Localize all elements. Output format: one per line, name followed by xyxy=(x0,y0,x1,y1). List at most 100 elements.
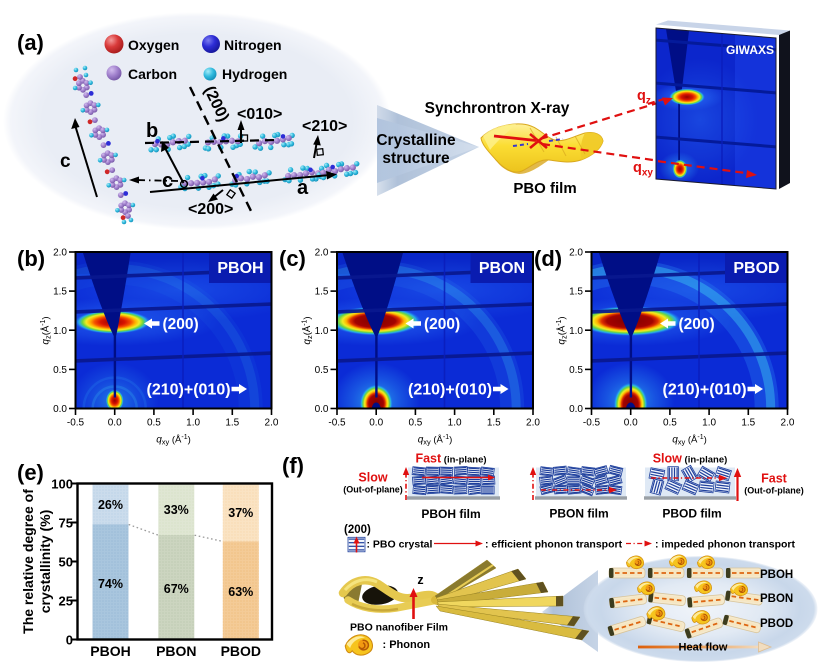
svg-text:PBO nanofiber Film: PBO nanofiber Film xyxy=(350,622,448,634)
svg-text:: efficient phonon transport: : efficient phonon transport xyxy=(485,539,623,551)
svg-text:(210)+(010): (210)+(010) xyxy=(663,382,747,399)
svg-text:-0.5: -0.5 xyxy=(67,418,85,429)
svg-text:(Out-of-plane): (Out-of-plane) xyxy=(744,486,803,496)
svg-text:25: 25 xyxy=(59,594,73,609)
svg-text:100: 100 xyxy=(51,477,73,492)
svg-text:(d): (d) xyxy=(534,246,562,271)
svg-text:1.5: 1.5 xyxy=(569,287,583,298)
svg-text:(200): (200) xyxy=(163,316,199,333)
svg-text:75: 75 xyxy=(59,516,73,531)
svg-text:qxy (Å-1): qxy (Å-1) xyxy=(672,434,707,447)
svg-text:2.0: 2.0 xyxy=(526,418,540,429)
svg-text:<010>: <010> xyxy=(237,106,282,123)
svg-text:PBOD: PBOD xyxy=(733,260,779,277)
svg-text:2.0: 2.0 xyxy=(53,248,67,259)
svg-text:1.5: 1.5 xyxy=(225,418,239,429)
svg-text:PBO film: PBO film xyxy=(513,180,576,197)
svg-text:qxy: qxy xyxy=(633,160,653,179)
svg-text:0.5: 0.5 xyxy=(663,418,677,429)
svg-text:2.0: 2.0 xyxy=(315,248,329,259)
svg-text:0.0: 0.0 xyxy=(315,404,329,415)
svg-text:(e): (e) xyxy=(17,460,44,485)
svg-text:(200): (200) xyxy=(679,316,715,333)
svg-text:PBON: PBON xyxy=(156,643,196,659)
svg-text:PBOH: PBOH xyxy=(217,260,263,277)
svg-text:0.0: 0.0 xyxy=(369,418,383,429)
svg-text:74%: 74% xyxy=(98,577,123,591)
svg-text:z: z xyxy=(417,573,423,587)
svg-text:(b): (b) xyxy=(17,246,45,271)
svg-text:(210)+(010): (210)+(010) xyxy=(408,382,492,399)
svg-text:(210)+(010): (210)+(010) xyxy=(147,382,231,399)
svg-text:26%: 26% xyxy=(98,498,123,512)
svg-text:Slow (in-plane): Slow (in-plane) xyxy=(653,452,728,466)
svg-text:63%: 63% xyxy=(228,585,253,599)
svg-text:PBON film: PBON film xyxy=(549,507,608,521)
svg-text:1.5: 1.5 xyxy=(741,418,755,429)
svg-text:1.0: 1.0 xyxy=(448,418,462,429)
svg-text:Carbon: Carbon xyxy=(128,66,177,82)
svg-text:0.5: 0.5 xyxy=(569,365,583,376)
svg-text:1.0: 1.0 xyxy=(186,418,200,429)
svg-text:0.0: 0.0 xyxy=(569,404,583,415)
svg-text:qz(Å-1): qz(Å-1) xyxy=(556,316,569,344)
svg-text:PBOH: PBOH xyxy=(90,643,130,659)
svg-text:-0.5: -0.5 xyxy=(328,418,346,429)
svg-text:0.0: 0.0 xyxy=(624,418,638,429)
svg-text:a: a xyxy=(297,177,309,199)
svg-text:37%: 37% xyxy=(228,506,253,520)
svg-text:structure: structure xyxy=(382,150,450,167)
svg-text:Nitrogen: Nitrogen xyxy=(224,37,282,53)
svg-text:0: 0 xyxy=(66,633,73,648)
svg-text:(200): (200) xyxy=(344,524,371,536)
svg-text:PBOD film: PBOD film xyxy=(662,507,721,521)
svg-text:(Out-of-plane): (Out-of-plane) xyxy=(343,485,402,495)
svg-text:c: c xyxy=(162,170,173,192)
svg-text:(f): (f) xyxy=(282,453,304,478)
svg-text:0.5: 0.5 xyxy=(147,418,161,429)
svg-text:1.5: 1.5 xyxy=(487,418,501,429)
svg-text:c: c xyxy=(60,151,71,172)
svg-text:Fast (in-plane): Fast (in-plane) xyxy=(415,452,486,466)
svg-text:0.5: 0.5 xyxy=(315,365,329,376)
svg-text:-0.5: -0.5 xyxy=(583,418,601,429)
svg-text:1.0: 1.0 xyxy=(569,326,583,337)
svg-text:(200): (200) xyxy=(424,316,460,333)
svg-text:PBON: PBON xyxy=(760,593,793,605)
svg-text:PBOH: PBOH xyxy=(760,569,793,581)
svg-text:2.0: 2.0 xyxy=(569,248,583,259)
svg-text:<200>: <200> xyxy=(188,201,233,218)
svg-text:0.5: 0.5 xyxy=(53,365,67,376)
svg-text:crystallinity (%): crystallinity (%) xyxy=(37,510,53,613)
svg-text:1.0: 1.0 xyxy=(315,326,329,337)
svg-text:b: b xyxy=(146,120,158,142)
svg-text:0.0: 0.0 xyxy=(108,418,122,429)
svg-text:33%: 33% xyxy=(164,503,189,517)
svg-text:: Phonon: : Phonon xyxy=(383,639,431,651)
svg-text:Heat flow: Heat flow xyxy=(679,642,728,654)
svg-text:2.0: 2.0 xyxy=(781,418,795,429)
svg-text:GIWAXS: GIWAXS xyxy=(726,43,774,57)
svg-text:1.0: 1.0 xyxy=(702,418,716,429)
svg-text:qz(Å-1): qz(Å-1) xyxy=(301,316,314,344)
svg-text:1.5: 1.5 xyxy=(315,287,329,298)
svg-text:qxy (Å-1): qxy (Å-1) xyxy=(156,434,191,447)
svg-text:Slow: Slow xyxy=(358,471,387,485)
svg-text:2.0: 2.0 xyxy=(265,418,279,429)
svg-text:PBOH film: PBOH film xyxy=(421,507,480,521)
svg-text:0.0: 0.0 xyxy=(53,404,67,415)
svg-text:: impeded phonon transport: : impeded phonon transport xyxy=(655,539,795,551)
svg-text:PBOD: PBOD xyxy=(760,618,793,630)
svg-text:1.5: 1.5 xyxy=(53,287,67,298)
svg-text:(a): (a) xyxy=(17,30,44,55)
svg-text:Synchrontron X-ray: Synchrontron X-ray xyxy=(425,100,570,117)
svg-text:1.0: 1.0 xyxy=(53,326,67,337)
svg-text:<210>: <210> xyxy=(302,118,347,135)
svg-text:67%: 67% xyxy=(164,582,189,596)
svg-text:Fast: Fast xyxy=(761,472,788,486)
svg-text:Oxygen: Oxygen xyxy=(128,37,179,53)
svg-text:PBOD: PBOD xyxy=(221,643,261,659)
svg-text:Hydrogen: Hydrogen xyxy=(222,66,287,82)
svg-text:50: 50 xyxy=(59,555,73,570)
svg-text:qxy (Å-1): qxy (Å-1) xyxy=(418,434,453,447)
